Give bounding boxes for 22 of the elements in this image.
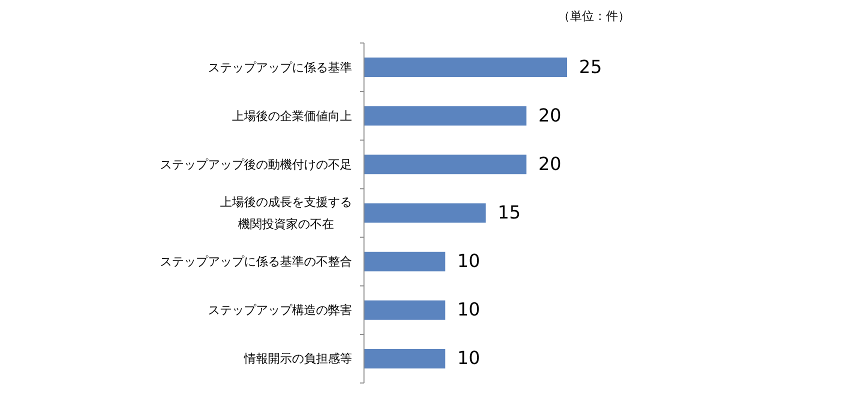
bar <box>364 58 567 77</box>
bar <box>364 106 526 126</box>
y-tick-label: ステップアップに係る基準 <box>208 60 352 74</box>
bar <box>364 252 446 272</box>
data-label: 10 <box>457 348 480 370</box>
data-label: 15 <box>498 202 521 224</box>
y-tick-label: ステップアップ構造の弊害 <box>208 303 352 318</box>
y-tick-label: 情報開示の負担感等 <box>243 352 352 366</box>
y-tick-label: ステップアップ後の動機付けの不足 <box>160 157 352 172</box>
data-label: 20 <box>538 105 562 126</box>
bar <box>364 203 486 223</box>
bar <box>364 349 446 368</box>
data-label: 10 <box>457 300 480 321</box>
y-tick-label: 上場後の成長を支援する機関投資家の不在 <box>220 195 352 231</box>
bar <box>364 154 526 174</box>
data-label: 20 <box>538 154 562 175</box>
data-label: 10 <box>457 251 480 272</box>
y-tick-label: 上場後の企業価値向上 <box>232 108 352 123</box>
data-label: 25 <box>579 56 602 78</box>
bar <box>364 300 446 320</box>
y-tick-label: ステップアップに係る基準の不整合 <box>160 254 352 269</box>
text: （単位：件） <box>558 9 630 23</box>
